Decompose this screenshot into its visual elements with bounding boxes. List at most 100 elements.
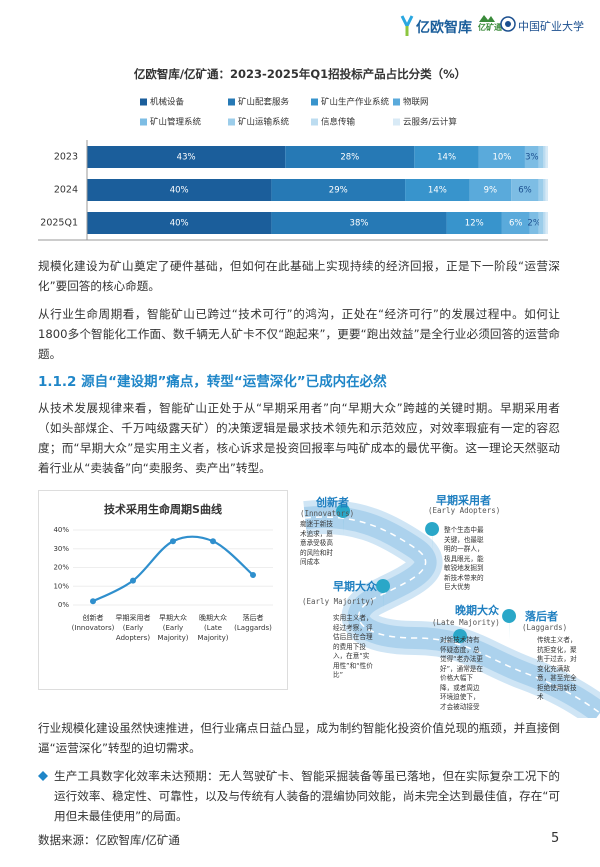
- stage-description: 痴迷于新技术追求，愿意承受极高的风险和时间成本: [300, 520, 333, 566]
- y-tick-label: 40%: [53, 526, 69, 534]
- data-point: [250, 572, 256, 578]
- bar-segment: [271, 179, 406, 201]
- data-label: 14%: [428, 186, 447, 196]
- bar-segment: [405, 179, 470, 201]
- footer-source: 数据来源：亿欧智库/亿矿通: [38, 833, 180, 847]
- university: 中国矿业大学: [518, 20, 584, 33]
- data-point: [90, 598, 96, 605]
- y-tick-label: 2023: [54, 152, 78, 163]
- data-label: 3%: [525, 153, 539, 163]
- data-point: [130, 577, 136, 584]
- page-number: 5: [551, 831, 560, 846]
- bar-segment: [511, 179, 539, 201]
- chart-title: 技术采用生命周期S曲线: [104, 503, 222, 516]
- stage-name-en: (Late Majority): [432, 618, 500, 627]
- bar-segment: [529, 212, 539, 234]
- stage-description: 传统主义者，抗拒变化，聚焦于过去，对变化充满敌意，甚至完全拒绝使用新技术: [537, 636, 577, 701]
- data-label: 9%: [484, 186, 498, 196]
- paragraph: 从行业生命周期看，智能矿山已跨过“技术可行”的鸿沟，正处在“经济可行”的发展过程…: [38, 307, 560, 361]
- bar-segment: [414, 146, 479, 168]
- bar-segment: [524, 146, 539, 168]
- legend-swatch: [140, 118, 147, 126]
- brand: 亿欧智库: [416, 20, 472, 36]
- legend-swatch: [311, 118, 318, 126]
- stage-name-en: (Laggards): [522, 623, 568, 632]
- legend-swatch: [228, 98, 235, 106]
- stage-name: 创新者: [316, 496, 349, 509]
- legend-label: 矿山运输系统: [238, 117, 290, 128]
- x-tick-label: 早期大众 (Early Majority): [157, 614, 189, 642]
- data-point: [170, 538, 176, 545]
- bar-segment: [543, 179, 546, 201]
- y-tick-label: 0%: [58, 601, 69, 609]
- stage-description: 实用主义者，经过考察，评估后且在合理的费用下投入，在意“实用性”和“性价比”: [333, 614, 373, 679]
- legend-label: 信息传输: [321, 117, 356, 128]
- bullet-icon: [38, 771, 48, 781]
- stage-description: 对新技术持有怀疑态度，总觉得“老办法更好”，通常是在价格大幅下降，或者周边环境迫…: [440, 636, 483, 711]
- bar-segment: [446, 212, 502, 234]
- bar-segment: [285, 146, 415, 168]
- x-tick-label: 创新者 (Innovators): [71, 614, 115, 632]
- legend-label: 机械设备: [150, 97, 185, 108]
- data-label: 14%: [437, 153, 456, 163]
- legend-label: 云服务/云计算: [403, 117, 457, 128]
- bar-segment: [87, 212, 272, 234]
- data-label: 43%: [177, 153, 196, 163]
- chart-title: 亿欧智库/亿矿通：2023-2025年Q1招投标产品占比分类（%）: [133, 67, 467, 81]
- brand-icon: [400, 15, 414, 36]
- legend-label: 物联网: [403, 97, 429, 108]
- bar-segment: [87, 179, 272, 201]
- partner-icon: [479, 15, 495, 22]
- legend-swatch: [393, 118, 400, 126]
- bar-segment: [538, 179, 544, 201]
- bar-segment: [545, 179, 548, 201]
- diagram-road: [303, 500, 600, 718]
- data-label: 38%: [350, 219, 369, 229]
- line-series: [92, 535, 254, 603]
- bar-segment: [501, 212, 530, 234]
- section-heading: 1.1.2 源自“建设期”痛点，转型“运营深化”已成内在必然: [38, 374, 387, 390]
- legend-label: 矿山管理系统: [150, 117, 202, 128]
- bar-segment: [87, 146, 286, 168]
- bar-segment: [478, 146, 525, 168]
- data-label: 29%: [329, 186, 348, 196]
- legend-swatch: [228, 118, 235, 126]
- data-label: 28%: [340, 153, 359, 163]
- chart-frame: [38, 490, 288, 690]
- line-chart: 0% 10% 20% 30% 40%: [53, 526, 273, 609]
- bar-segment: [545, 212, 548, 234]
- stage-name-en: (Innovators): [300, 509, 355, 518]
- legend-label: 矿山生产作业系统: [321, 97, 390, 108]
- data-label: 40%: [170, 186, 189, 196]
- y-tick-label: 10%: [53, 582, 69, 590]
- partner: 亿矿通: [478, 23, 502, 32]
- stage-name: 早期采用者: [436, 494, 491, 507]
- stage-name-en: (Early Majority): [302, 597, 375, 606]
- x-tick-label: 早期采用者 (Early Adopters): [115, 614, 151, 642]
- y-tick-label: 2025Q1: [40, 218, 78, 229]
- y-tick-label: 20%: [53, 564, 69, 572]
- paragraph: 从技术发展规律来看，智能矿山正处于从“早期采用者”向“早期大众”跨越的关键时期。…: [38, 401, 560, 475]
- stage-description: 整个生态中最关键，也最聪明的一群人，极具眼光，能敏锐地发掘到新技术带来的巨大优势: [444, 526, 484, 591]
- paragraph: 行业规模化建设虽然快速推进，但行业痛点日益凸显，成为制约智能化投资价值兑现的瓶颈…: [38, 721, 560, 755]
- stage-name: 晚期大众: [455, 604, 499, 617]
- y-tick-label: 30%: [53, 545, 69, 553]
- bar-segment: [543, 212, 546, 234]
- data-label: 12%: [465, 219, 484, 229]
- bar-segment: [538, 212, 544, 234]
- paragraph: 规模化建设为矿山奠定了硬件基础，但如何在此基础上实现持续的经济回报，正是下一阶段…: [38, 259, 560, 293]
- x-tick-label: 落后者 (Laggards): [234, 614, 272, 632]
- data-label: 2%: [527, 219, 541, 229]
- bar-segment: [543, 146, 546, 168]
- y-tick-label: 2024: [54, 185, 78, 196]
- data-label: 10%: [492, 153, 511, 163]
- legend-swatch: [393, 98, 400, 106]
- data-label: 6%: [518, 186, 532, 196]
- stage-name: 早期大众: [333, 580, 377, 593]
- bullet-text: 生产工具数字化效率未达预期：无人驾驶矿卡、智能采掘装备等虽已落地，但在实际复杂工…: [54, 769, 560, 823]
- data-point: [210, 538, 216, 545]
- university-emblem: [500, 16, 516, 32]
- legend-label: 矿山配套服务: [238, 97, 290, 108]
